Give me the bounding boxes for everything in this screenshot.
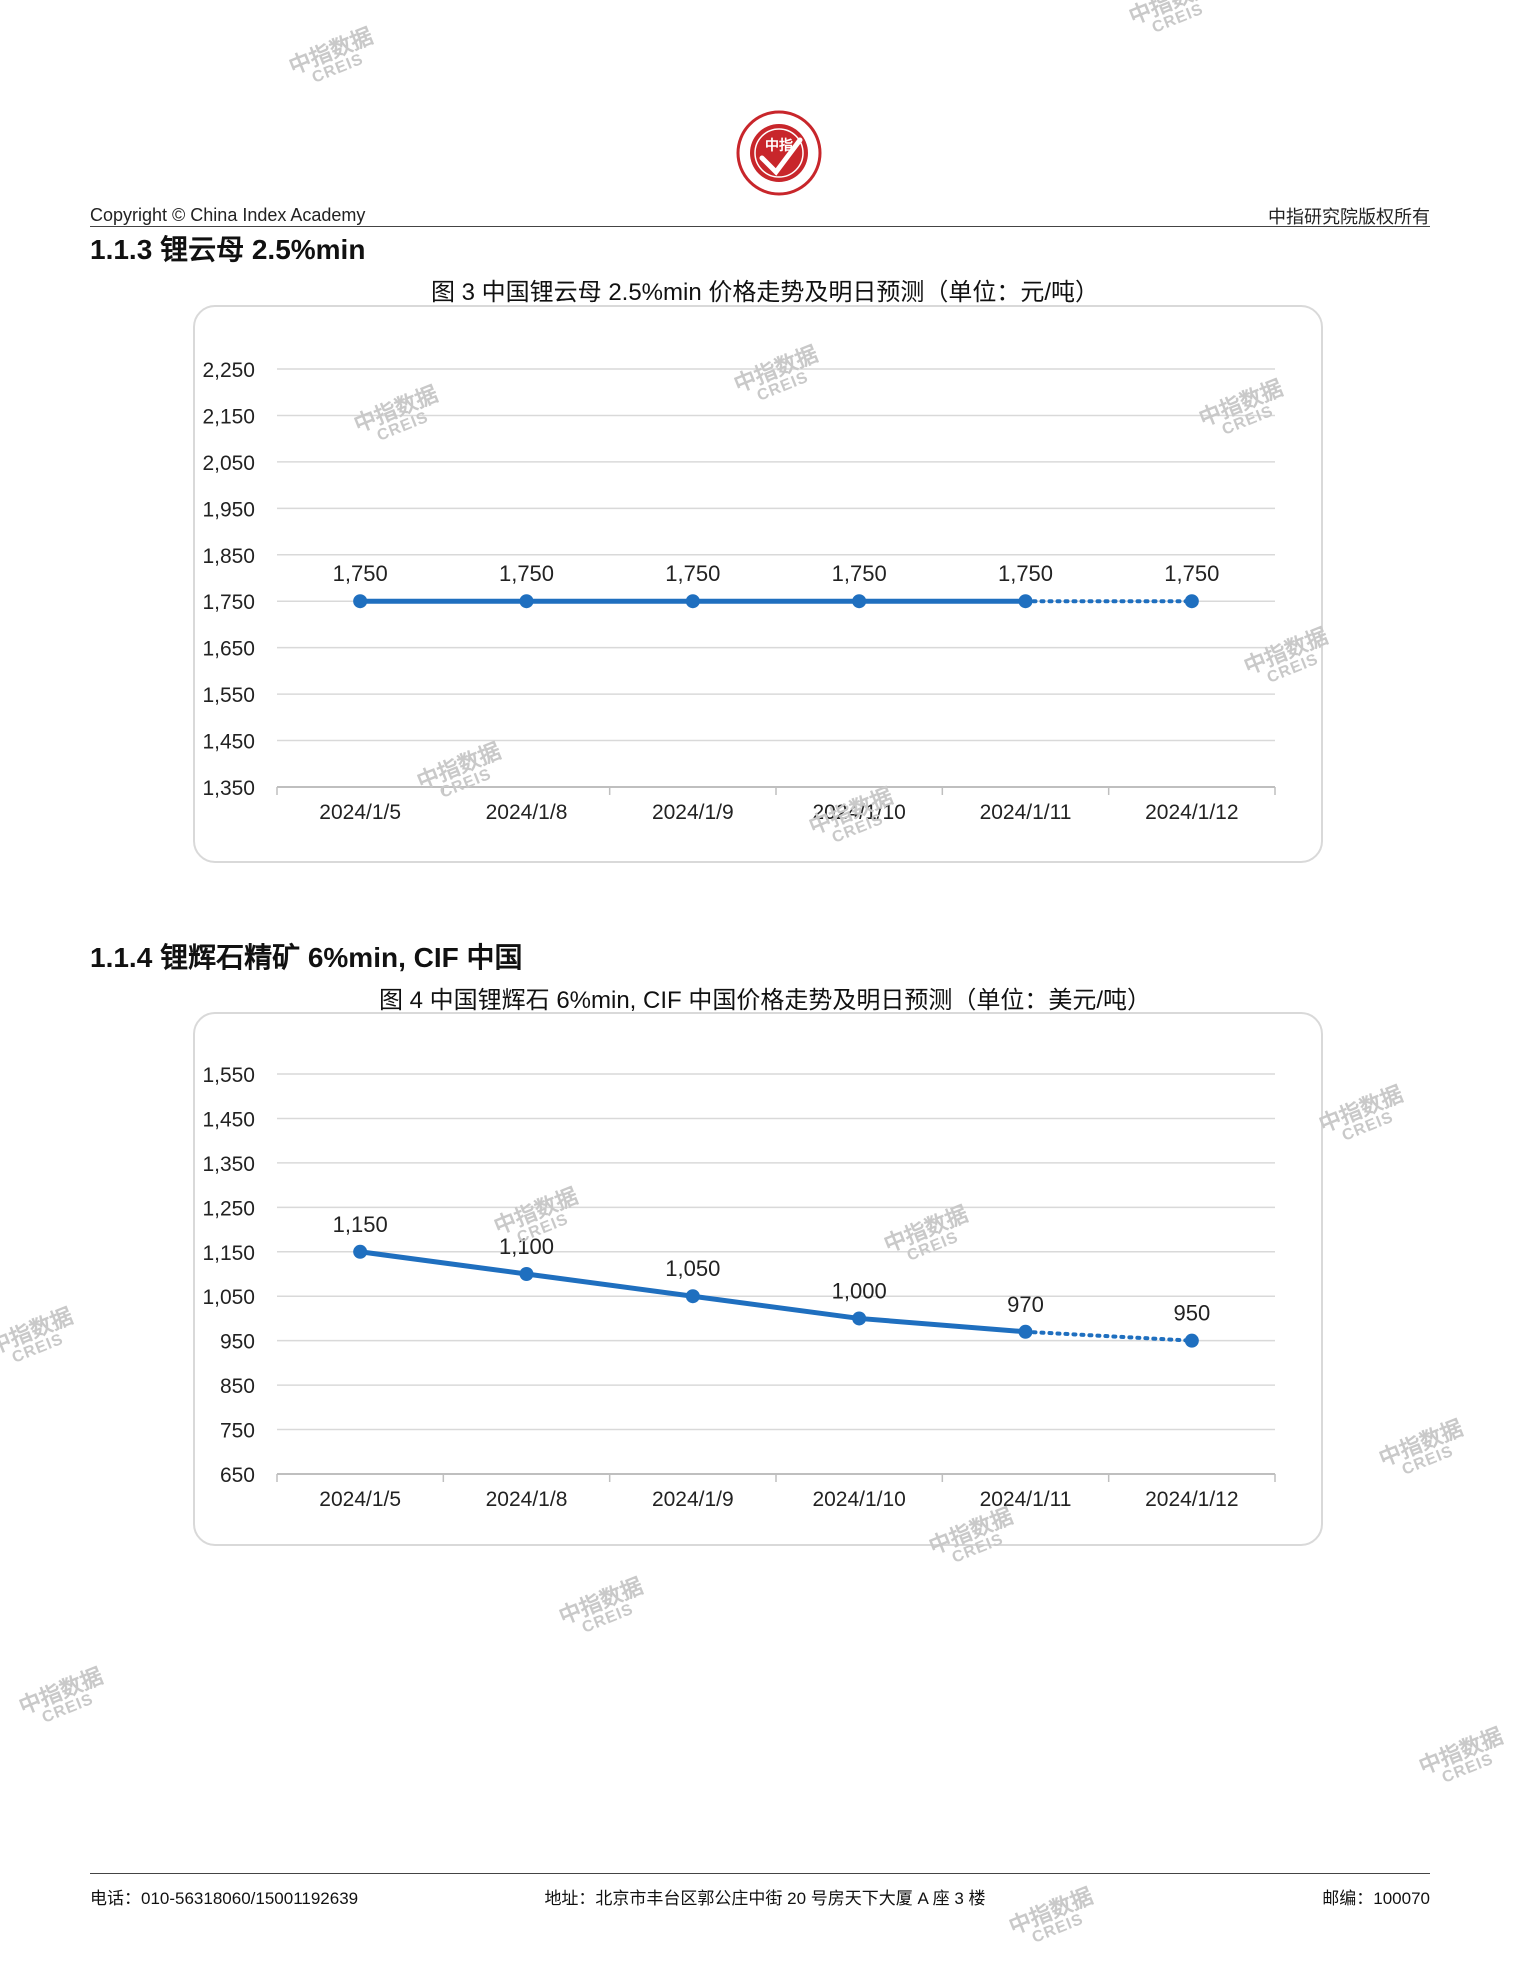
watermark: 中指数据 CREIS [555, 1573, 647, 1637]
chart-1-frame: 1,350 1,450 1,550 1,650 1,750 1,850 1,950 2,050… [193, 305, 1323, 863]
chart-2-svg: 650 750 850 950 1,050 1,150 1,250 1,350 1,450 1,5… [202, 1064, 1276, 1511]
header-divider [90, 226, 1430, 227]
y-tick-label: 1,050 [202, 1286, 255, 1309]
data-label: 1,750 [1164, 561, 1219, 586]
figure-3-caption: 图 3 中国锂云母 2.5%min 价格走势及明日预测（单位：元/吨） [430, 279, 1100, 306]
x-tick-label: 2024/1/12 [1145, 801, 1238, 824]
chart-1-svg: 1,350 1,450 1,550 1,650 1,750 1,850 1,950 2,050… [202, 359, 1276, 824]
series-line-forecast [1023, 1329, 1194, 1343]
x-tick-label: 2024/1/11 [980, 1488, 1072, 1511]
footer-address: 地址：北京市丰台区郭公庄中街 20 号房天下大厦 A 座 3 楼 [544, 1889, 986, 1908]
data-point [519, 594, 534, 609]
watermark: 中指数据 CREIS [1415, 1723, 1507, 1787]
data-point [353, 594, 368, 609]
data-label: 1,750 [665, 561, 720, 586]
y-tick-label: 1,350 [202, 1153, 255, 1176]
y-tick-label: 1,350 [202, 777, 255, 800]
data-point [1018, 594, 1033, 609]
watermark: 中指数据 CREIS [1375, 1415, 1467, 1479]
y-tick-label: 1,150 [202, 1242, 255, 1265]
y-tick-label: 1,250 [202, 1197, 255, 1220]
x-tick-label: 2024/1/11 [980, 801, 1072, 824]
watermark: 中指数据 CREIS [0, 1303, 77, 1367]
y-tick-label: 1,750 [202, 591, 255, 614]
data-label: 970 [1007, 1292, 1044, 1317]
data-label: 1,000 [832, 1278, 887, 1303]
data-point [1018, 1324, 1033, 1339]
footer-phone: 电话：010-56318060/15001192639 [90, 1889, 359, 1908]
y-tick-label: 1,550 [202, 684, 255, 707]
data-point [1184, 1333, 1199, 1348]
data-label: 1,750 [333, 561, 388, 586]
y-tick-label: 2,150 [202, 405, 255, 428]
x-tick-label: 2024/1/12 [1145, 1488, 1238, 1511]
watermark: 中指数据 CREIS [285, 23, 377, 87]
y-tick-label: 1,650 [202, 638, 255, 661]
x-tick-label: 2024/1/9 [652, 1488, 734, 1511]
y-tick-label: 850 [220, 1375, 255, 1398]
y-tick-label: 2,050 [202, 452, 255, 475]
data-point [1184, 594, 1199, 609]
footer-divider [90, 1873, 1430, 1874]
y-tick-label: 1,450 [202, 1108, 255, 1131]
y-tick-label: 650 [220, 1464, 255, 1487]
y-tick-label: 1,550 [202, 1064, 255, 1087]
y-tick-label: 1,850 [202, 545, 255, 568]
watermark: 中指数据 CREIS [1125, 0, 1217, 37]
data-label: 1,750 [499, 561, 554, 586]
section-heading-1-1-4: 1.1.4 锂辉石精矿 6%min, CIF 中国 [90, 942, 523, 973]
figure-4-caption: 图 4 中国锂辉石 6%min, CIF 中国价格走势及明日预测（单位：美元/吨… [378, 987, 1152, 1014]
data-point [353, 1244, 368, 1259]
x-tick-label: 2024/1/10 [812, 801, 905, 824]
data-point [852, 594, 867, 609]
data-point [519, 1267, 534, 1281]
x-tick-label: 2024/1/5 [319, 801, 401, 824]
watermark: 中指数据 CREIS [15, 1663, 107, 1727]
chart-2-frame: 650 750 850 950 1,050 1,150 1,250 1,350 1,450 1,5… [193, 1012, 1323, 1546]
copyright-text: Copyright © China Index Academy [90, 205, 366, 225]
y-tick-label: 2,250 [202, 359, 255, 382]
data-label: 1,150 [333, 1212, 388, 1237]
data-label: 1,100 [499, 1234, 554, 1259]
y-tick-label: 1,950 [202, 498, 255, 521]
section-heading-1-1-3: 1.1.3 锂云母 2.5%min [90, 234, 366, 265]
y-tick-label: 750 [220, 1420, 255, 1443]
footer-zip: 邮编：100070 [1322, 1889, 1430, 1908]
china-index-academy-logo: 中指 [736, 110, 822, 196]
watermark: 中指数据 CREIS [1315, 1081, 1407, 1145]
x-tick-label: 2024/1/9 [652, 801, 734, 824]
data-label: 1,750 [832, 561, 887, 586]
logo-center-text: 中指 [765, 137, 793, 153]
rights-reserved-text: 中指研究院版权所有 [1268, 207, 1430, 227]
data-point [685, 1289, 700, 1304]
data-point [685, 594, 700, 609]
x-tick-label: 2024/1/8 [486, 801, 568, 824]
x-tick-label: 2024/1/10 [812, 1488, 905, 1511]
data-label: 1,050 [665, 1256, 720, 1281]
data-point [852, 1311, 867, 1326]
y-tick-label: 950 [220, 1331, 255, 1354]
data-label: 950 [1173, 1301, 1210, 1326]
y-tick-label: 1,450 [202, 731, 255, 754]
x-tick-label: 2024/1/5 [319, 1488, 401, 1511]
data-label: 1,750 [998, 561, 1053, 586]
x-tick-label: 2024/1/8 [486, 1488, 568, 1511]
